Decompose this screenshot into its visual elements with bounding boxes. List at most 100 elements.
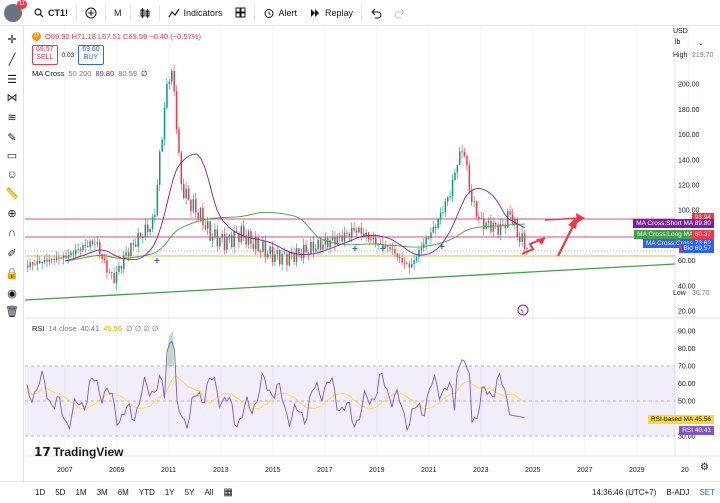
range-button[interactable]: YTD	[138, 488, 155, 497]
candle-body	[504, 224, 507, 228]
ma-params: 50 200	[68, 68, 92, 78]
candle-body	[60, 258, 63, 260]
range-button[interactable]: 5Y	[184, 488, 195, 497]
price-tag: 93.94	[691, 213, 714, 223]
candle-body	[303, 244, 305, 258]
candle-body	[94, 243, 96, 245]
candle-body	[377, 243, 379, 245]
trend-line-icon[interactable]: ╱	[8, 53, 16, 66]
range-button[interactable]: 1D	[35, 488, 46, 497]
ma-indicator-label[interactable]: MA Cross	[32, 68, 65, 78]
candle-body	[245, 235, 247, 245]
chart-area[interactable]: + + + + 200.00 180.00 160.00 140.00 120.00 10…	[24, 26, 720, 481]
symbol-search-button[interactable]: CT1!	[28, 0, 74, 26]
candle-body	[420, 247, 423, 250]
layouts-button[interactable]	[229, 0, 252, 26]
candle-body	[307, 252, 310, 254]
crosshair-icon[interactable]: ✛	[7, 33, 17, 46]
lock-drawing-icon[interactable]: ✐	[7, 247, 17, 260]
candle-body	[264, 241, 267, 258]
magnet-icon[interactable]: ∩	[8, 227, 16, 239]
calendar-icon[interactable]: ▦	[223, 487, 233, 498]
range-button[interactable]: 1Y	[164, 488, 175, 497]
ma-visibility-icon[interactable]: ∅	[141, 68, 148, 78]
replay-button[interactable]: Replay	[303, 0, 359, 26]
zoom-icon[interactable]: ⊕	[7, 207, 17, 220]
undo-button[interactable]	[364, 0, 388, 26]
candle-body	[252, 243, 255, 249]
indicators-label: Indicators	[183, 7, 223, 18]
arrow-annotation[interactable]	[521, 213, 585, 257]
adjust-button[interactable]: B-ADJ	[666, 488, 690, 497]
plus-circle-icon	[85, 7, 97, 18]
range-button[interactable]: 6M	[117, 488, 129, 497]
fib-icon[interactable]: ≋	[7, 111, 17, 124]
low-label: Low	[673, 290, 686, 297]
currency-selector[interactable]: USD	[673, 28, 688, 35]
range-button[interactable]: 1M	[75, 488, 87, 497]
candle-body	[432, 226, 435, 233]
chart-canvas[interactable]: + + + + 200.00 180.00 160.00 140.00 120.00 10…	[24, 26, 720, 481]
price-tick-label: 120.00	[678, 183, 700, 190]
rsi-label[interactable]: RSI	[32, 323, 45, 333]
candle-body	[319, 239, 322, 250]
rsi-tick-label: 50.00	[678, 399, 696, 406]
candle-body	[327, 237, 329, 248]
candle-body	[451, 179, 454, 197]
candle-body	[204, 225, 207, 229]
candle-body	[339, 235, 341, 237]
candle-body	[341, 235, 343, 242]
candle-body	[274, 254, 276, 262]
candle-body	[454, 172, 456, 180]
range-button[interactable]: 3M	[96, 488, 108, 497]
pattern-icon[interactable]: ⋈	[6, 91, 18, 104]
candle-body	[495, 223, 497, 225]
candle-body	[29, 262, 31, 268]
compare-button[interactable]	[79, 0, 103, 26]
buy-button[interactable]: 69.60 BUY	[78, 45, 104, 65]
symbol-marker: D	[32, 31, 41, 41]
brush-icon[interactable]: ✎	[7, 131, 17, 144]
user-avatar[interactable]: 11	[4, 0, 27, 22]
candle-body	[87, 246, 89, 248]
session-button[interactable]: SET	[699, 488, 715, 497]
emoji-icon[interactable]: ☺	[6, 169, 18, 181]
candle-body	[243, 226, 245, 236]
sell-price: 69.57	[36, 46, 54, 53]
candle-body	[391, 248, 394, 250]
range-button[interactable]: 5D	[55, 488, 66, 497]
lock-icon[interactable]: 🔒	[5, 267, 19, 280]
chevron-down-icon[interactable]: ⌄	[698, 40, 704, 47]
eye-icon[interactable]: ◉	[7, 287, 17, 300]
trash-icon[interactable]: 🗑	[5, 305, 19, 318]
candle-body	[485, 222, 487, 230]
redo-icon	[394, 8, 405, 18]
candle-body	[175, 91, 178, 130]
rsi-ma-tag: RSI-based MA 45.56	[647, 415, 714, 424]
range-button[interactable]: All	[204, 488, 214, 497]
redo-button[interactable]	[388, 0, 412, 26]
ruler-icon[interactable]: 📏	[5, 187, 19, 200]
candle-body	[207, 221, 209, 229]
candle-body	[101, 254, 103, 259]
rsi-extra: ∅ ∅ ∅ ∅	[126, 323, 159, 333]
chart-type-button[interactable]	[133, 0, 157, 26]
clock[interactable]: 14:36:46 (UTC+7)	[592, 488, 657, 497]
candle-body	[408, 263, 411, 268]
time-tick-label: 2027	[577, 467, 593, 474]
horizontal-lines-icon[interactable]: ☰	[7, 73, 17, 86]
alert-button[interactable]: Alert	[257, 0, 304, 26]
candle-body	[259, 251, 262, 253]
gear-icon[interactable]: ⚙	[700, 462, 709, 473]
candle-body	[163, 107, 166, 140]
unit-selector[interactable]: lb	[675, 39, 681, 46]
candle-body	[34, 264, 36, 266]
text-note-icon[interactable]: ▭	[6, 149, 18, 162]
interval-button[interactable]: M	[114, 7, 122, 18]
candle-body	[459, 151, 461, 165]
ascending-trendline[interactable]	[24, 263, 676, 301]
sell-button[interactable]: 69.57 SELL	[32, 45, 58, 65]
event-marker-icon[interactable]	[517, 304, 529, 316]
candle-body	[187, 188, 190, 200]
indicators-button[interactable]: Indicators	[162, 0, 229, 26]
